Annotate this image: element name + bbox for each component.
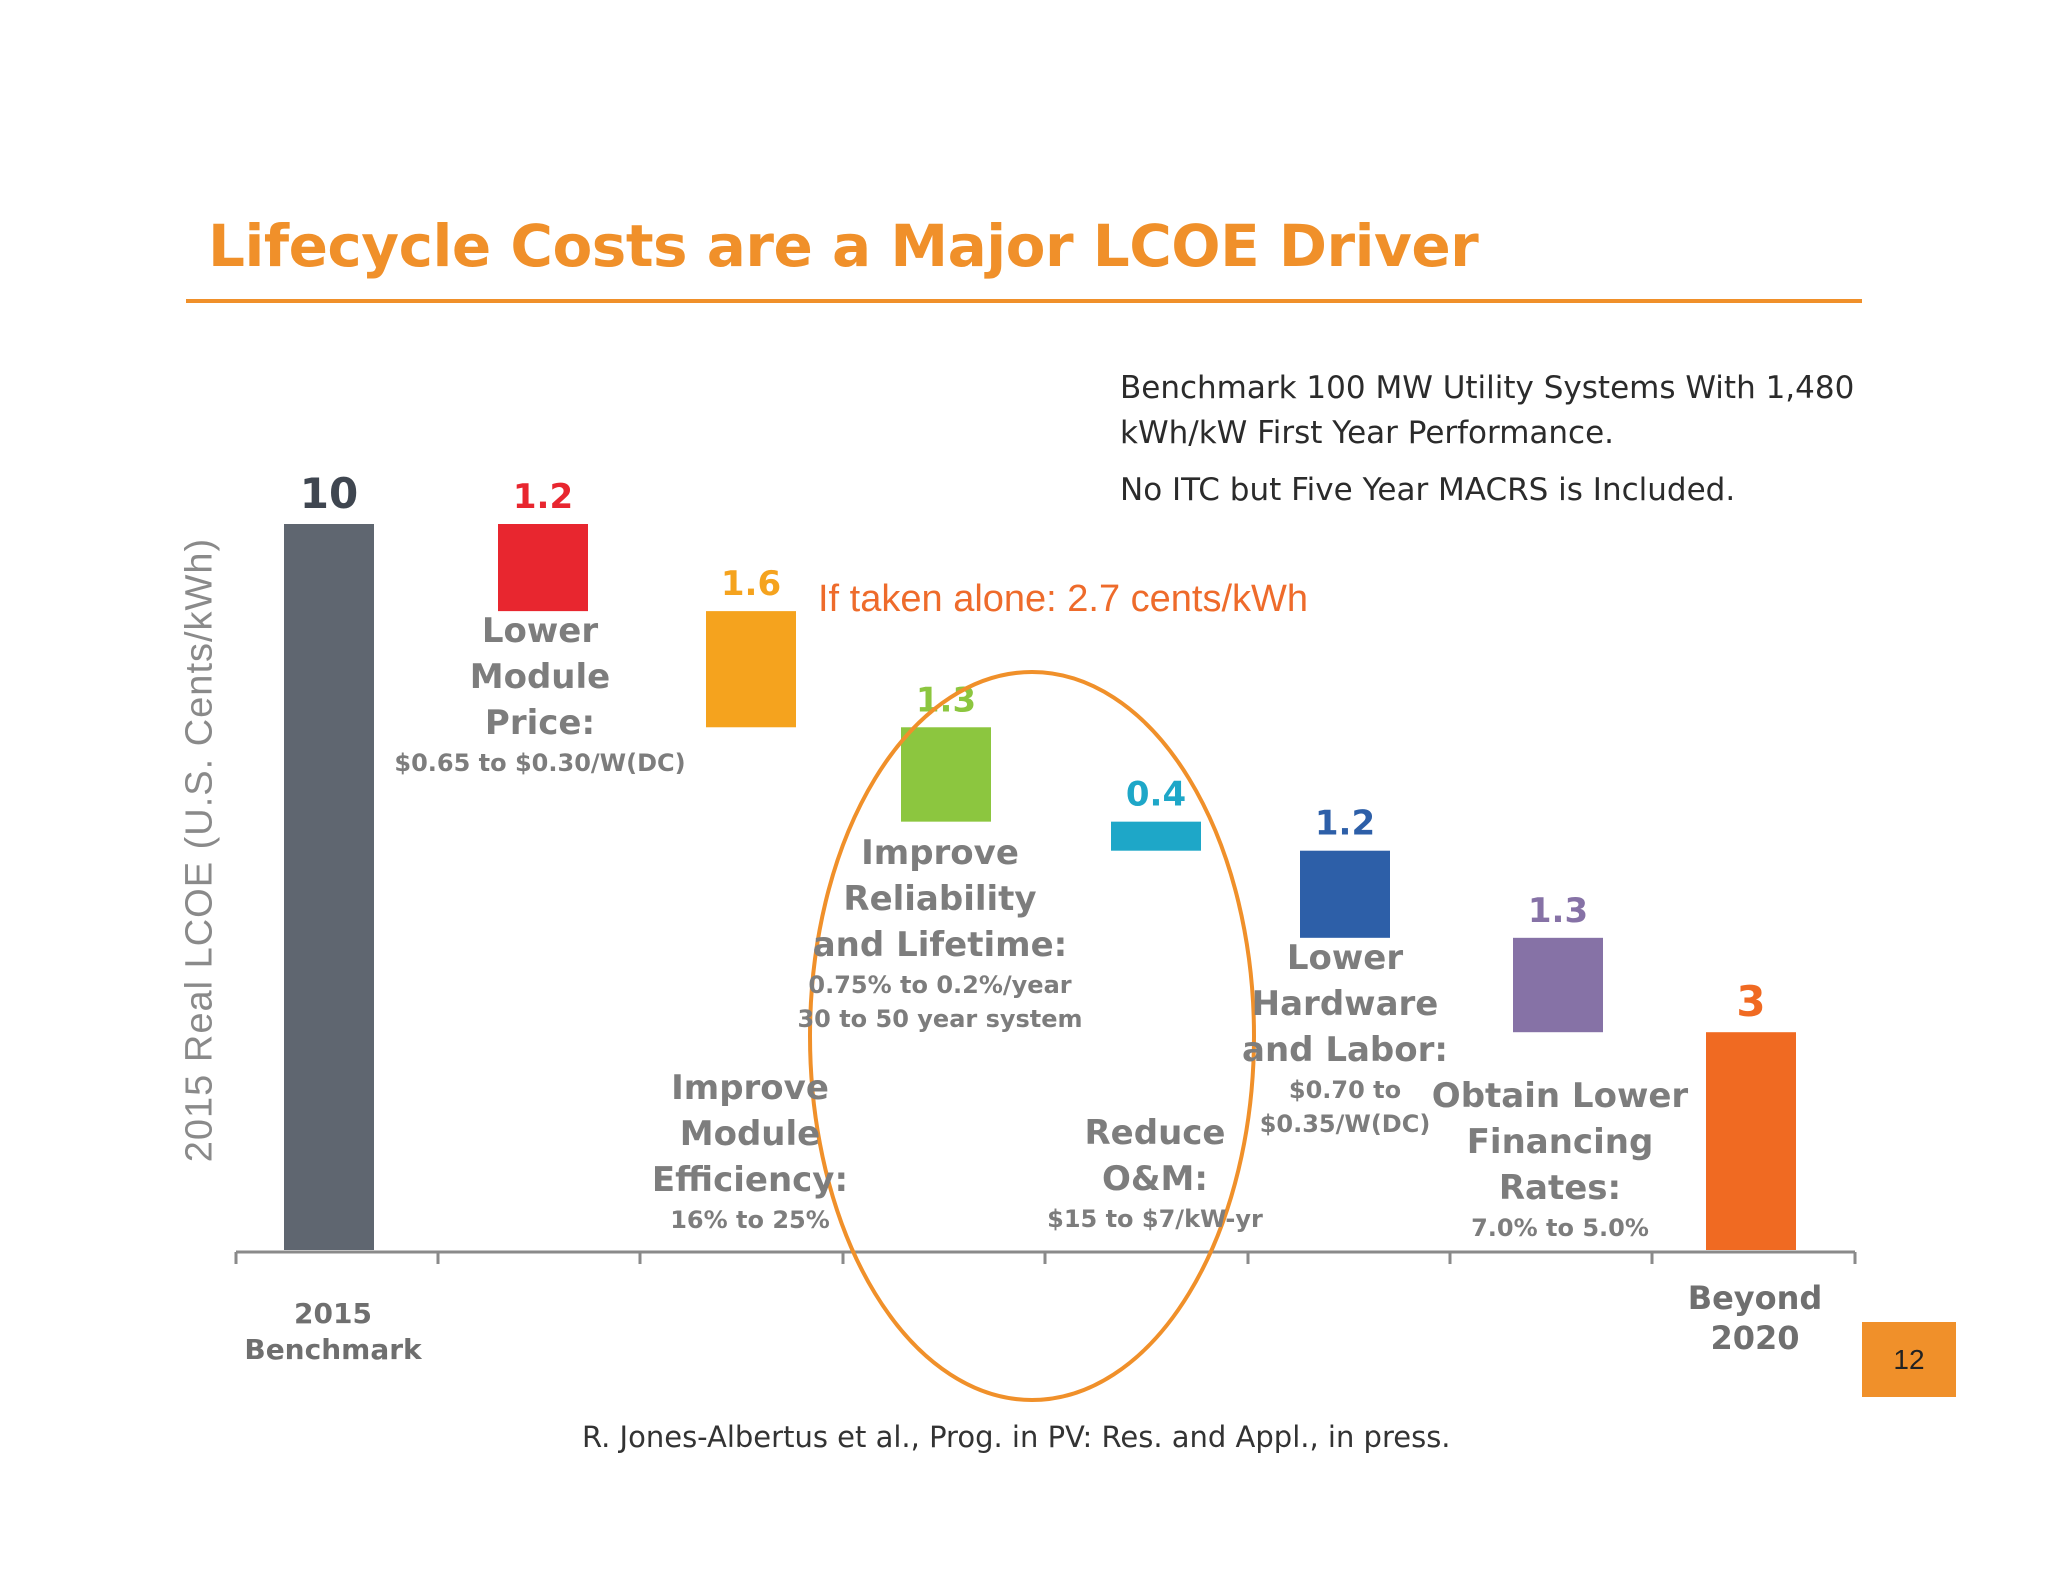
- category-title-line: Lower: [394, 608, 685, 654]
- category-title-line: Price:: [394, 700, 685, 746]
- category-detail-line: $0.70 to: [1242, 1073, 1448, 1107]
- data-label: 1.3: [1528, 891, 1588, 931]
- category-obtain-lower-financing: Obtain Lower Financing Rates: 7.0% to 5.…: [1432, 1073, 1688, 1245]
- data-label: 10: [300, 469, 358, 518]
- category-title-line: O&M:: [1047, 1156, 1263, 1202]
- page-number: 12: [1862, 1322, 1956, 1397]
- x-label-line: 2020: [1688, 1318, 1823, 1358]
- category-title-line: and Labor:: [1242, 1027, 1448, 1073]
- category-title-line: Rates:: [1432, 1165, 1688, 1211]
- category-reduce-om: Reduce O&M: $15 to $7/kW-yr: [1047, 1110, 1263, 1236]
- data-label: 1.2: [1315, 804, 1375, 844]
- category-detail-line: $15 to $7/kW-yr: [1047, 1202, 1263, 1236]
- category-title-line: Reduce: [1047, 1110, 1263, 1156]
- category-detail-line: 0.75% to 0.2%/year: [797, 968, 1082, 1002]
- category-detail-line: 30 to 50 year system: [797, 1002, 1082, 1036]
- x-label-line: 2015: [244, 1296, 421, 1332]
- citation: R. Jones-Albertus et al., Prog. in PV: R…: [582, 1420, 1451, 1454]
- x-label-2015-benchmark: 2015 Benchmark: [244, 1296, 421, 1368]
- data-label: 1.6: [721, 564, 781, 604]
- category-title-line: Improve: [797, 830, 1082, 876]
- bar-7: [1513, 938, 1603, 1032]
- x-label-line: Benchmark: [244, 1332, 421, 1368]
- data-label: 0.4: [1126, 775, 1186, 815]
- x-label-line: Beyond: [1688, 1278, 1823, 1318]
- category-improve-module-efficiency: Improve Module Efficiency: 16% to 25%: [652, 1065, 848, 1237]
- data-label: 3: [1736, 977, 1765, 1026]
- category-detail-line: 7.0% to 5.0%: [1432, 1211, 1688, 1245]
- category-title-line: Lower: [1242, 935, 1448, 981]
- category-lower-module-price: Lower Module Price: $0.65 to $0.30/W(DC): [394, 608, 685, 780]
- category-title-line: Financing: [1432, 1119, 1688, 1165]
- category-detail-line: $0.35/W(DC): [1242, 1107, 1448, 1141]
- category-title-line: Obtain Lower: [1432, 1073, 1688, 1119]
- bar-8: [1706, 1032, 1796, 1250]
- bar-5: [1111, 822, 1201, 851]
- category-title-line: and Lifetime:: [797, 922, 1082, 968]
- category-improve-reliability: Improve Reliability and Lifetime: 0.75% …: [797, 830, 1082, 1036]
- bar-3: [706, 611, 796, 727]
- bar-4: [901, 727, 991, 821]
- bar-6: [1300, 851, 1390, 938]
- category-title-line: Hardware: [1242, 981, 1448, 1027]
- x-label-beyond-2020: Beyond 2020: [1688, 1278, 1823, 1358]
- category-title-line: Module: [652, 1111, 848, 1157]
- category-title-line: Reliability: [797, 876, 1082, 922]
- category-lower-hardware-labor: Lower Hardware and Labor: $0.70 to $0.35…: [1242, 935, 1448, 1141]
- data-label: 1.2: [513, 477, 573, 517]
- category-title-line: Improve: [652, 1065, 848, 1111]
- category-title-line: Module: [394, 654, 685, 700]
- category-detail-line: 16% to 25%: [652, 1203, 848, 1237]
- highlight-ellipse: [810, 672, 1254, 1400]
- bar-1: [284, 524, 374, 1250]
- category-detail-line: $0.65 to $0.30/W(DC): [394, 746, 685, 780]
- bar-2: [498, 524, 588, 611]
- category-title-line: Efficiency:: [652, 1157, 848, 1203]
